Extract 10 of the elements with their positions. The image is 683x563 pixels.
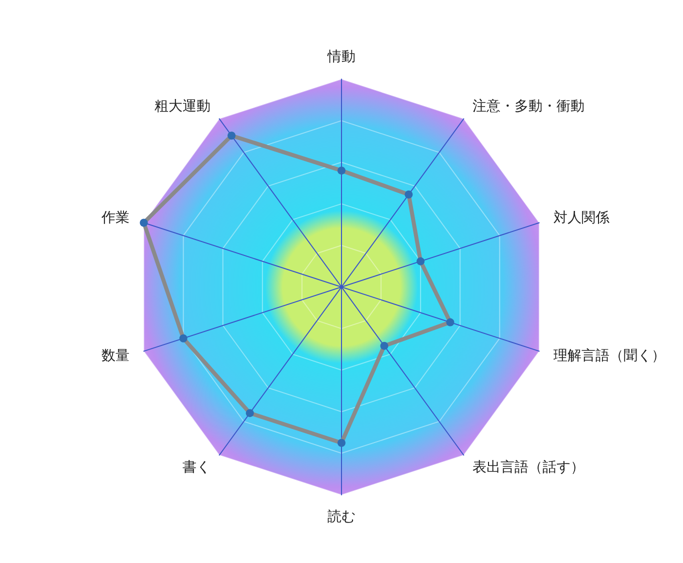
spoke-label: 注意・多動・衝動: [472, 98, 584, 115]
spoke-label: 対人関係: [553, 210, 610, 226]
spoke-label: 数量: [102, 348, 130, 364]
spoke-label: 粗大運動: [154, 98, 211, 115]
spoke-label: 情動: [326, 49, 356, 66]
spoke-label: 読む: [328, 508, 356, 525]
spoke-label: 表出言語（話す）: [472, 459, 584, 476]
spoke-label: 理解言語（聞く）: [553, 348, 666, 364]
spoke-label: 作業: [100, 210, 130, 226]
spoke-label: 書く: [182, 459, 211, 476]
